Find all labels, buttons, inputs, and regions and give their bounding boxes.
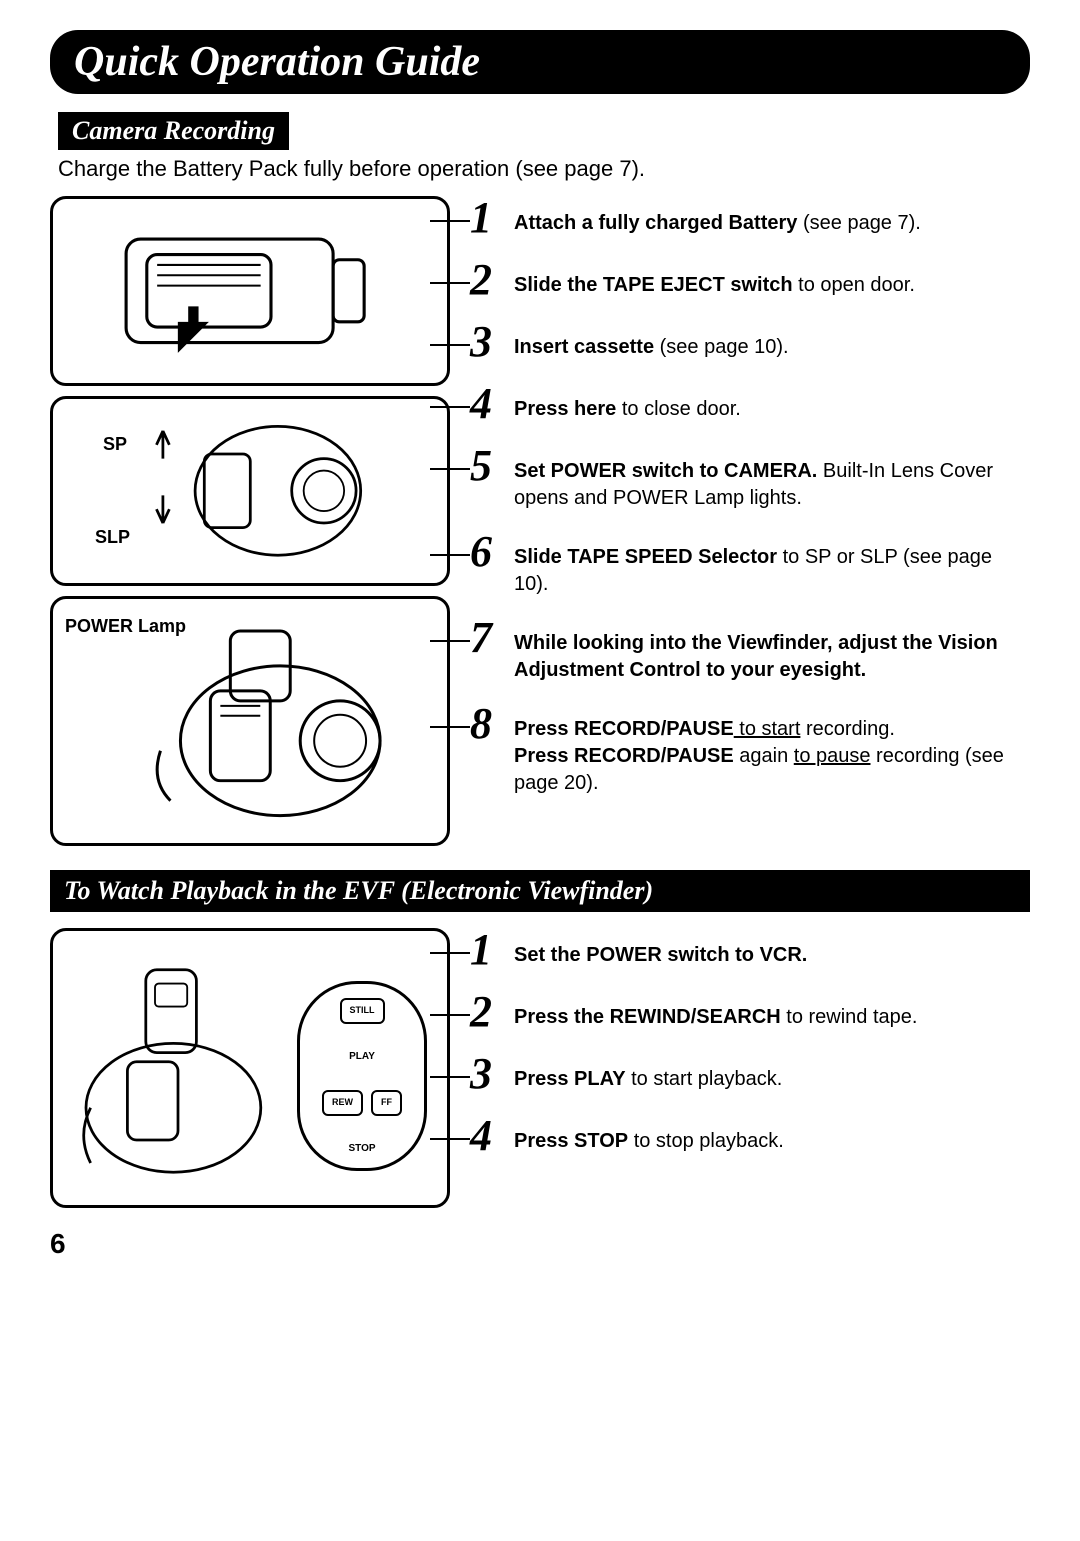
step-number: 2 — [470, 258, 506, 302]
step-text: Set POWER switch to CAMERA. Built-In Len… — [514, 444, 1030, 512]
ff-button-label: FF — [371, 1090, 402, 1116]
playback-illustration: STILL PLAY REW FF STOP — [50, 928, 450, 1208]
step-number: 4 — [470, 1114, 506, 1158]
camera-illustration-bottom: POWER Lamp — [50, 596, 450, 846]
playback-step: 3 Press PLAY to start playback. — [470, 1052, 1030, 1096]
recording-step: 3 Insert cassette (see page 10). — [470, 320, 1030, 364]
section-header-playback: To Watch Playback in the EVF (Electronic… — [50, 870, 1030, 912]
step-number: 5 — [470, 444, 506, 488]
recording-intro: Charge the Battery Pack fully before ope… — [58, 156, 1030, 182]
stop-button-label: STOP — [348, 1143, 375, 1154]
step-text: Slide the TAPE EJECT switch to open door… — [514, 258, 915, 299]
step-number: 1 — [470, 928, 506, 972]
step-number: 4 — [470, 382, 506, 426]
camera-illustration-top — [50, 196, 450, 386]
still-button-label: STILL — [340, 998, 385, 1024]
section-header-playback-text: To Watch Playback in the EVF (Electronic… — [64, 876, 653, 905]
recording-step: 5 Set POWER switch to CAMERA. Built-In L… — [470, 444, 1030, 512]
sp-label: SP — [103, 434, 127, 455]
playback-step: 4 Press STOP to stop playback. — [470, 1114, 1030, 1158]
playback-steps: 1 Set the POWER switch to VCR. 2 Press t… — [470, 928, 1030, 1176]
step-text: While looking into the Viewfinder, adjus… — [514, 616, 1030, 684]
recording-step: 2 Slide the TAPE EJECT switch to open do… — [470, 258, 1030, 302]
step-text: Set the POWER switch to VCR. — [514, 928, 807, 969]
recording-step: 7 While looking into the Viewfinder, adj… — [470, 616, 1030, 684]
step-number: 7 — [470, 616, 506, 660]
step-text: Press the REWIND/SEARCH to rewind tape. — [514, 990, 917, 1031]
recording-content-row: SP SLP POWER Lamp 1 Attach a fully charg… — [50, 196, 1030, 846]
rew-button-label: REW — [322, 1090, 363, 1116]
control-pad: STILL PLAY REW FF STOP — [297, 981, 427, 1171]
section-header-recording: Camera Recording — [58, 112, 289, 150]
recording-step: 1 Attach a fully charged Battery (see pa… — [470, 196, 1030, 240]
step-text: Insert cassette (see page 10). — [514, 320, 789, 361]
page-number: 6 — [50, 1228, 1030, 1260]
step-text: Press here to close door. — [514, 382, 741, 423]
step-number: 3 — [470, 1052, 506, 1096]
slp-label: SLP — [95, 527, 130, 548]
recording-steps: 1 Attach a fully charged Battery (see pa… — [470, 196, 1030, 815]
recording-step: 6 Slide TAPE SPEED Selector to SP or SLP… — [470, 530, 1030, 598]
step-text: Press PLAY to start playback. — [514, 1052, 782, 1093]
recording-step: 4 Press here to close door. — [470, 382, 1030, 426]
recording-step: 8 Press RECORD/PAUSE to start recording.… — [470, 702, 1030, 797]
camera-top-view-icon — [73, 208, 428, 374]
step-number: 8 — [470, 702, 506, 746]
step-text: Press RECORD/PAUSE to start recording. P… — [514, 702, 1030, 797]
step-text: Press STOP to stop playback. — [514, 1114, 784, 1155]
power-lamp-label: POWER Lamp — [65, 617, 186, 637]
step-text: Slide TAPE SPEED Selector to SP or SLP (… — [514, 530, 1030, 598]
recording-illustrations: SP SLP POWER Lamp — [50, 196, 450, 846]
step-text: Attach a fully charged Battery (see page… — [514, 196, 921, 237]
step-number: 2 — [470, 990, 506, 1034]
play-button-label: PLAY — [349, 1051, 375, 1062]
playback-step: 2 Press the REWIND/SEARCH to rewind tape… — [470, 990, 1030, 1034]
playback-content-row: STILL PLAY REW FF STOP 1 Set the POWER s… — [50, 928, 1030, 1208]
step-number: 3 — [470, 320, 506, 364]
step-number: 6 — [470, 530, 506, 574]
section-header-recording-text: Camera Recording — [72, 116, 275, 145]
page-title-banner: Quick Operation Guide — [50, 30, 1030, 94]
camera-illustration-middle: SP SLP — [50, 396, 450, 586]
step-number: 1 — [470, 196, 506, 240]
page-title-text: Quick Operation Guide — [74, 39, 480, 85]
camera-front-view-icon — [73, 611, 428, 831]
playback-step: 1 Set the POWER switch to VCR. — [470, 928, 1030, 972]
camera-playback-icon — [63, 941, 293, 1201]
